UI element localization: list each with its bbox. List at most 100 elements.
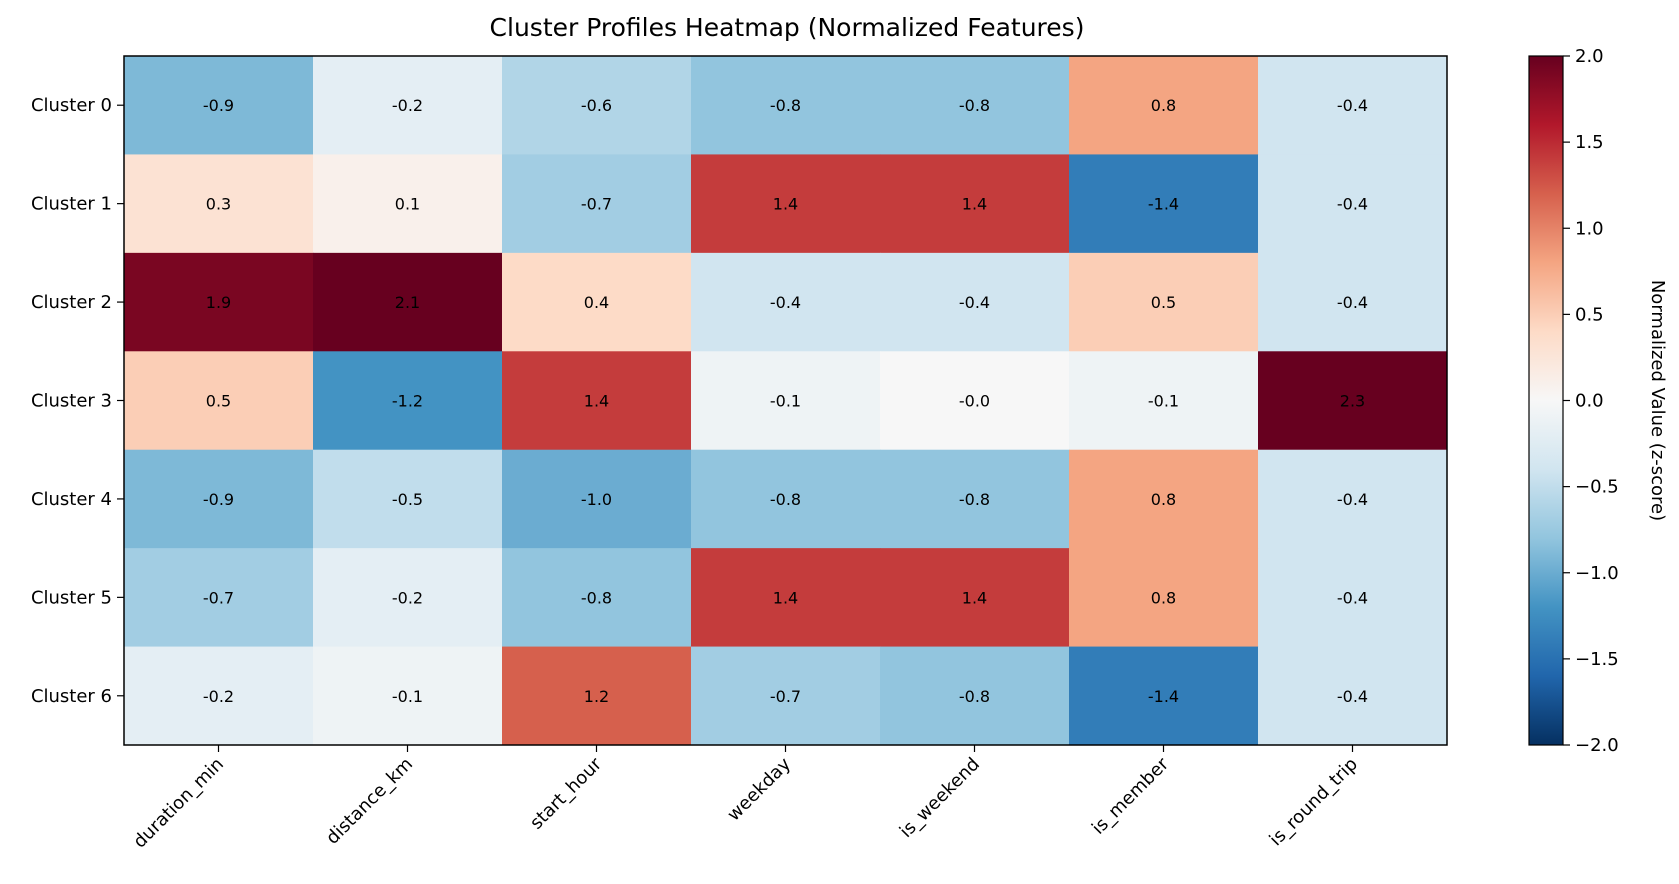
cell-value-label: -0.7 <box>581 195 612 214</box>
cell-value-label: 1.4 <box>773 195 798 214</box>
y-axis: Cluster 0 Cluster 1 Cluster 2 Cluster 3 Clus… <box>31 95 124 707</box>
colorbar-tick-label: −1.5 <box>1575 649 1619 670</box>
heatmap-cell <box>124 548 314 648</box>
heatmap-cell <box>691 252 881 352</box>
heatmap-cell <box>502 154 692 254</box>
colorbar-tick-label: 0.5 <box>1575 304 1604 325</box>
cell-value-label: -1.4 <box>1148 687 1179 706</box>
cell-value-label: -0.8 <box>581 588 612 607</box>
colorbar-label: Normalized Value (z-score) <box>1647 280 1668 521</box>
y-tick-label: Cluster 2 <box>31 292 112 313</box>
heatmap-cell <box>880 252 1070 352</box>
cell-value-label: -0.2 <box>392 588 423 607</box>
colorbar-tick-label: −2.0 <box>1575 735 1619 756</box>
x-tick-label: is_weekend <box>896 754 984 842</box>
cell-value-label: -0.4 <box>1337 687 1368 706</box>
cell-value-label: -0.0 <box>959 392 990 411</box>
cell-value-label: -0.8 <box>770 490 801 509</box>
cell-value-label: 0.8 <box>1151 490 1176 509</box>
heatmap-cell <box>124 351 314 451</box>
heatmap-cell <box>1069 154 1259 254</box>
cell-value-label: -1.2 <box>392 392 423 411</box>
heatmap-cell <box>502 548 692 648</box>
heatmap-cell <box>691 646 881 746</box>
heatmap-cell <box>313 252 503 352</box>
colorbar-tick-label: 2.0 <box>1575 46 1604 67</box>
cell-value-label: 1.4 <box>773 588 798 607</box>
colorbar-tick-label: −0.5 <box>1575 477 1619 498</box>
x-tick-label: start_hour <box>526 753 606 833</box>
cell-value-label: 1.4 <box>962 588 987 607</box>
cell-value-label: -0.4 <box>1337 293 1368 312</box>
colorbar-tick-label: 0.0 <box>1575 391 1604 412</box>
heatmap-cell <box>1069 252 1259 352</box>
cell-value-label: -0.1 <box>392 687 423 706</box>
x-tick-label: weekday <box>723 753 795 825</box>
heatmap-cell <box>1258 548 1448 648</box>
cell-value-label: -0.8 <box>959 687 990 706</box>
cell-value-label: -0.4 <box>1337 588 1368 607</box>
cell-value-label: 0.3 <box>206 195 231 214</box>
cell-value-label: -0.9 <box>203 490 234 509</box>
heatmap-cell <box>313 351 503 451</box>
y-tick-label: Cluster 6 <box>31 686 112 707</box>
x-tick-label: is_member <box>1088 753 1174 839</box>
heatmap-cell <box>124 56 314 155</box>
heatmap-cell <box>1069 351 1259 451</box>
x-tick-label: is_round_trip <box>1265 754 1362 851</box>
cell-value-label: 0.5 <box>1151 293 1176 312</box>
chart-title: Cluster Profiles Heatmap (Normalized Fea… <box>490 13 1085 42</box>
y-tick-label: Cluster 1 <box>31 194 112 215</box>
colorbar-tick-label: −1.0 <box>1575 563 1619 584</box>
cell-value-label: -0.4 <box>1337 96 1368 115</box>
heatmap-cell <box>880 449 1070 549</box>
x-tick-label: distance_km <box>322 754 417 849</box>
cell-value-label: 0.1 <box>395 195 420 214</box>
heatmap-cell <box>1258 154 1448 254</box>
heatmap-cell <box>313 154 503 254</box>
cell-value-label: -0.4 <box>1337 490 1368 509</box>
cell-value-label: -1.0 <box>581 490 612 509</box>
heatmap-cell <box>124 154 314 254</box>
y-tick-label: Cluster 4 <box>31 489 112 510</box>
heatmap-cell <box>691 351 881 451</box>
heatmap-cell <box>124 449 314 549</box>
heatmap-cell <box>1258 449 1448 549</box>
heatmap-cell <box>691 154 881 254</box>
cell-value-label: 2.3 <box>1340 392 1365 411</box>
cell-value-label: 0.4 <box>584 293 609 312</box>
heatmap-cell <box>124 646 314 746</box>
heatmap-cell <box>502 56 692 155</box>
colorbar-gradient <box>1529 56 1563 745</box>
cell-value-label: -0.2 <box>203 687 234 706</box>
heatmap-cell <box>502 646 692 746</box>
cell-value-label: 1.2 <box>584 687 609 706</box>
cell-value-label: 2.1 <box>395 293 420 312</box>
heatmap-cell <box>691 548 881 648</box>
cell-value-label: -0.5 <box>392 490 423 509</box>
x-axis: duration_min distance_km start_hour weekday… <box>129 745 1362 852</box>
heatmap-cells <box>124 56 1448 746</box>
heatmap-cell <box>1258 646 1448 746</box>
cell-value-label: -0.4 <box>959 293 990 312</box>
cell-value-label: -0.1 <box>1148 392 1179 411</box>
colorbar: 2.0 1.5 1.0 0.5 0.0 −0.5 −1.0 −1.5 −2.0 Normalize… <box>1528 46 1668 756</box>
cell-value-labels: -0.9 -0.2 -0.6 -0.8 -0.8 0.8 -0.4 0.3 0.1 -0.7 1.4… <box>203 96 1368 706</box>
cell-value-label: 1.4 <box>962 195 987 214</box>
cell-value-label: 1.4 <box>584 392 609 411</box>
heatmap-cell <box>880 56 1070 155</box>
cell-value-label: -0.1 <box>770 392 801 411</box>
heatmap-cell <box>691 449 881 549</box>
heatmap-cell <box>502 449 692 549</box>
y-tick-label: Cluster 5 <box>31 587 112 608</box>
heatmap-cell <box>1069 449 1259 549</box>
heatmap-cell <box>502 351 692 451</box>
cell-value-label: -0.7 <box>770 687 801 706</box>
cell-value-label: -0.4 <box>770 293 801 312</box>
cell-value-label: -0.7 <box>203 588 234 607</box>
heatmap-cell <box>1258 252 1448 352</box>
cell-value-label: -0.4 <box>1337 195 1368 214</box>
heatmap-cell <box>313 646 503 746</box>
heatmap-cell <box>1258 56 1448 155</box>
